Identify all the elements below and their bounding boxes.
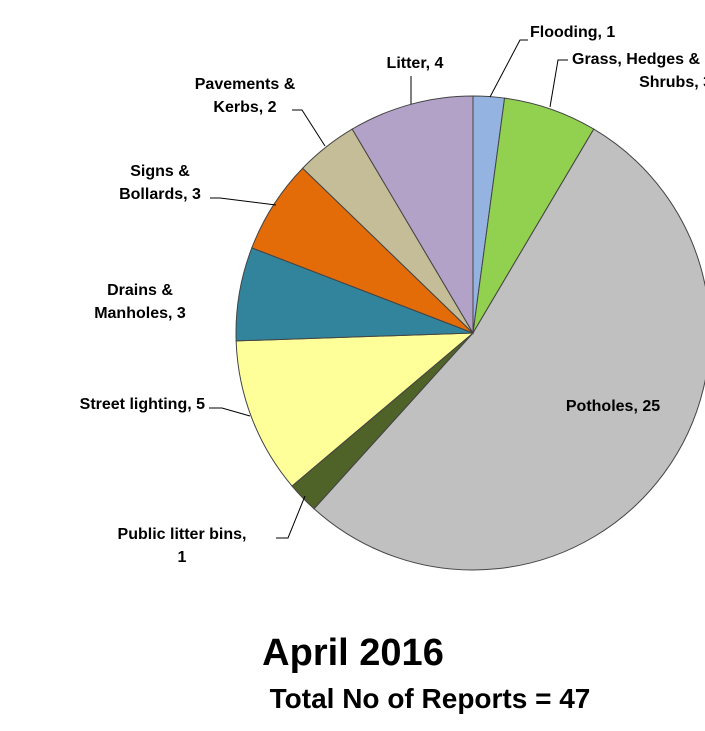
label-line: Bollards, 3: [119, 186, 201, 203]
label-line: Public litter bins,: [118, 526, 247, 543]
slice-label: Potholes, 25: [566, 398, 660, 415]
label-line: Signs &: [130, 163, 190, 180]
label-line: Potholes, 25: [566, 398, 660, 415]
label-line: Flooding, 1: [530, 24, 615, 41]
leader-line: [292, 109, 326, 147]
slice-label: Grass, Hedges & Shrubs, 3: [572, 51, 705, 91]
slice-label: Signs & Bollards, 3: [119, 163, 201, 203]
slice-label: Pavements & Kerbs, 2: [195, 76, 296, 116]
label-line: Shrubs, 3: [639, 74, 705, 91]
leader-line: [276, 495, 306, 539]
pie-slice: [235, 332, 475, 487]
slice-label: Drains & Manholes, 3: [94, 282, 186, 322]
leader-line: [549, 59, 568, 108]
label-line: Street lighting, 5: [80, 396, 205, 413]
leader-line: [489, 39, 528, 98]
label-line: Pavements &: [195, 76, 296, 93]
label-line: 1: [178, 549, 187, 566]
slice-label: Litter, 4: [387, 55, 444, 72]
leader-line: [209, 407, 251, 417]
slice-label: Public litter bins, 1: [118, 526, 247, 566]
pie-slice: [351, 95, 474, 335]
chart-title: April 2016: [262, 632, 444, 674]
label-line: Grass, Hedges &: [572, 51, 701, 68]
label-line: Manholes, 3: [94, 305, 186, 322]
label-line: Litter, 4: [387, 55, 444, 72]
label-line: Drains &: [107, 282, 173, 299]
chart-subtitle: Total No of Reports = 47: [270, 683, 591, 714]
pie-slice: [313, 128, 705, 571]
slice-label: Street lighting, 5: [80, 396, 205, 413]
leader-line: [210, 197, 277, 206]
slice-label: Flooding, 1: [530, 24, 615, 41]
label-line: Kerbs, 2: [213, 99, 276, 116]
